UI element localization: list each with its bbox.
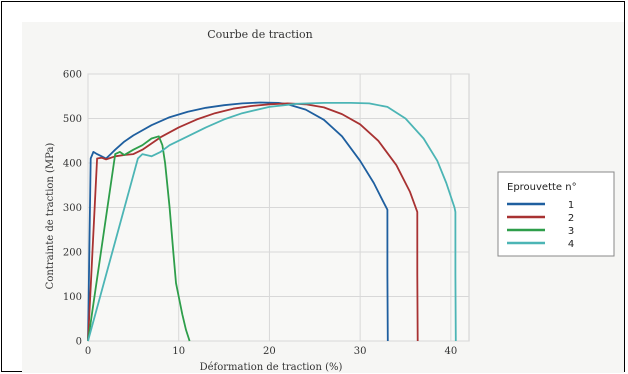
y-axis-label: Contrainte de traction (MPa) — [45, 143, 56, 290]
x-tick-label: 10 — [172, 346, 185, 357]
y-tick-label: 400 — [63, 159, 82, 170]
grid — [87, 73, 470, 342]
y-tick-label: 100 — [63, 292, 82, 303]
y-tick-label: 200 — [63, 248, 82, 259]
legend-label-3: 3 — [568, 226, 574, 237]
y-tick-label: 600 — [63, 70, 82, 81]
series-1-line — [87, 101, 389, 342]
x-axis-label: Déformation de traction (%) — [200, 362, 343, 373]
y-tick-label: 300 — [63, 203, 82, 214]
x-tick-label: 0 — [85, 346, 91, 357]
series-4-line — [87, 102, 457, 342]
legend-items: 1 2 3 4 — [507, 200, 574, 250]
x-tick-label: 40 — [444, 346, 457, 357]
series-3-line — [87, 135, 191, 342]
legend-title: Eprouvette n° — [507, 182, 577, 193]
series-layer — [87, 101, 457, 342]
axes: 0 100 200 300 400 500 600 0 10 20 30 40 — [63, 70, 457, 358]
legend-label-1: 1 — [568, 200, 574, 211]
series-2-line — [87, 102, 419, 342]
x-tick-label: 20 — [263, 346, 276, 357]
chart-title: Courbe de traction — [207, 28, 313, 41]
y-tick-label: 0 — [76, 337, 82, 348]
legend-label-4: 4 — [568, 239, 574, 250]
y-tick-label: 500 — [63, 114, 82, 125]
x-tick-label: 30 — [354, 346, 367, 357]
legend: Eprouvette n° 1 2 3 4 — [497, 171, 615, 257]
legend-label-2: 2 — [568, 213, 574, 224]
